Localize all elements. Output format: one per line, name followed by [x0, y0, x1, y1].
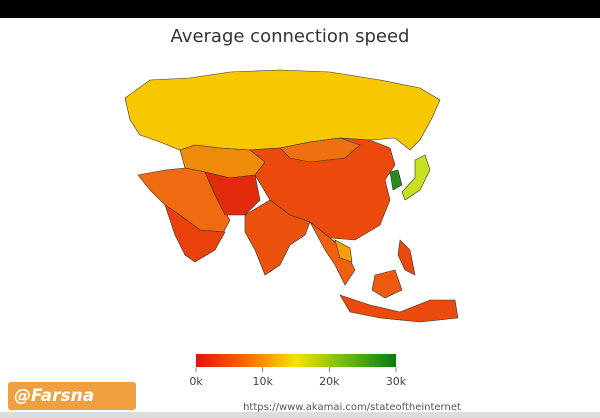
source: https://www.akamai.com/stateoftheinterne…: [243, 402, 461, 413]
map: [124, 69, 459, 323]
iran-afghanistan: [204, 171, 261, 216]
tick-label: 0k: [189, 375, 203, 388]
watermark: @Farsna: [14, 386, 94, 406]
watermark-box: [8, 382, 136, 410]
tick-label: 20k: [319, 375, 340, 388]
thailand: [334, 239, 353, 263]
top-bar: [0, 0, 600, 18]
tick-label: 10k: [252, 375, 273, 388]
korea: [389, 169, 403, 191]
india: [244, 199, 311, 276]
japan: [401, 154, 431, 201]
arabia: [164, 204, 226, 263]
russia: [124, 69, 441, 151]
indonesia: [339, 294, 459, 323]
borneo: [371, 269, 403, 299]
title: Average connection speed: [171, 26, 410, 47]
middle-east: [137, 167, 231, 251]
bottom-bar: [0, 412, 600, 418]
southeast-asia: [309, 221, 356, 286]
tick-label: 30k: [386, 375, 407, 388]
mongolia: [279, 137, 361, 163]
philippines: [397, 239, 416, 276]
color-bar: [196, 354, 396, 367]
